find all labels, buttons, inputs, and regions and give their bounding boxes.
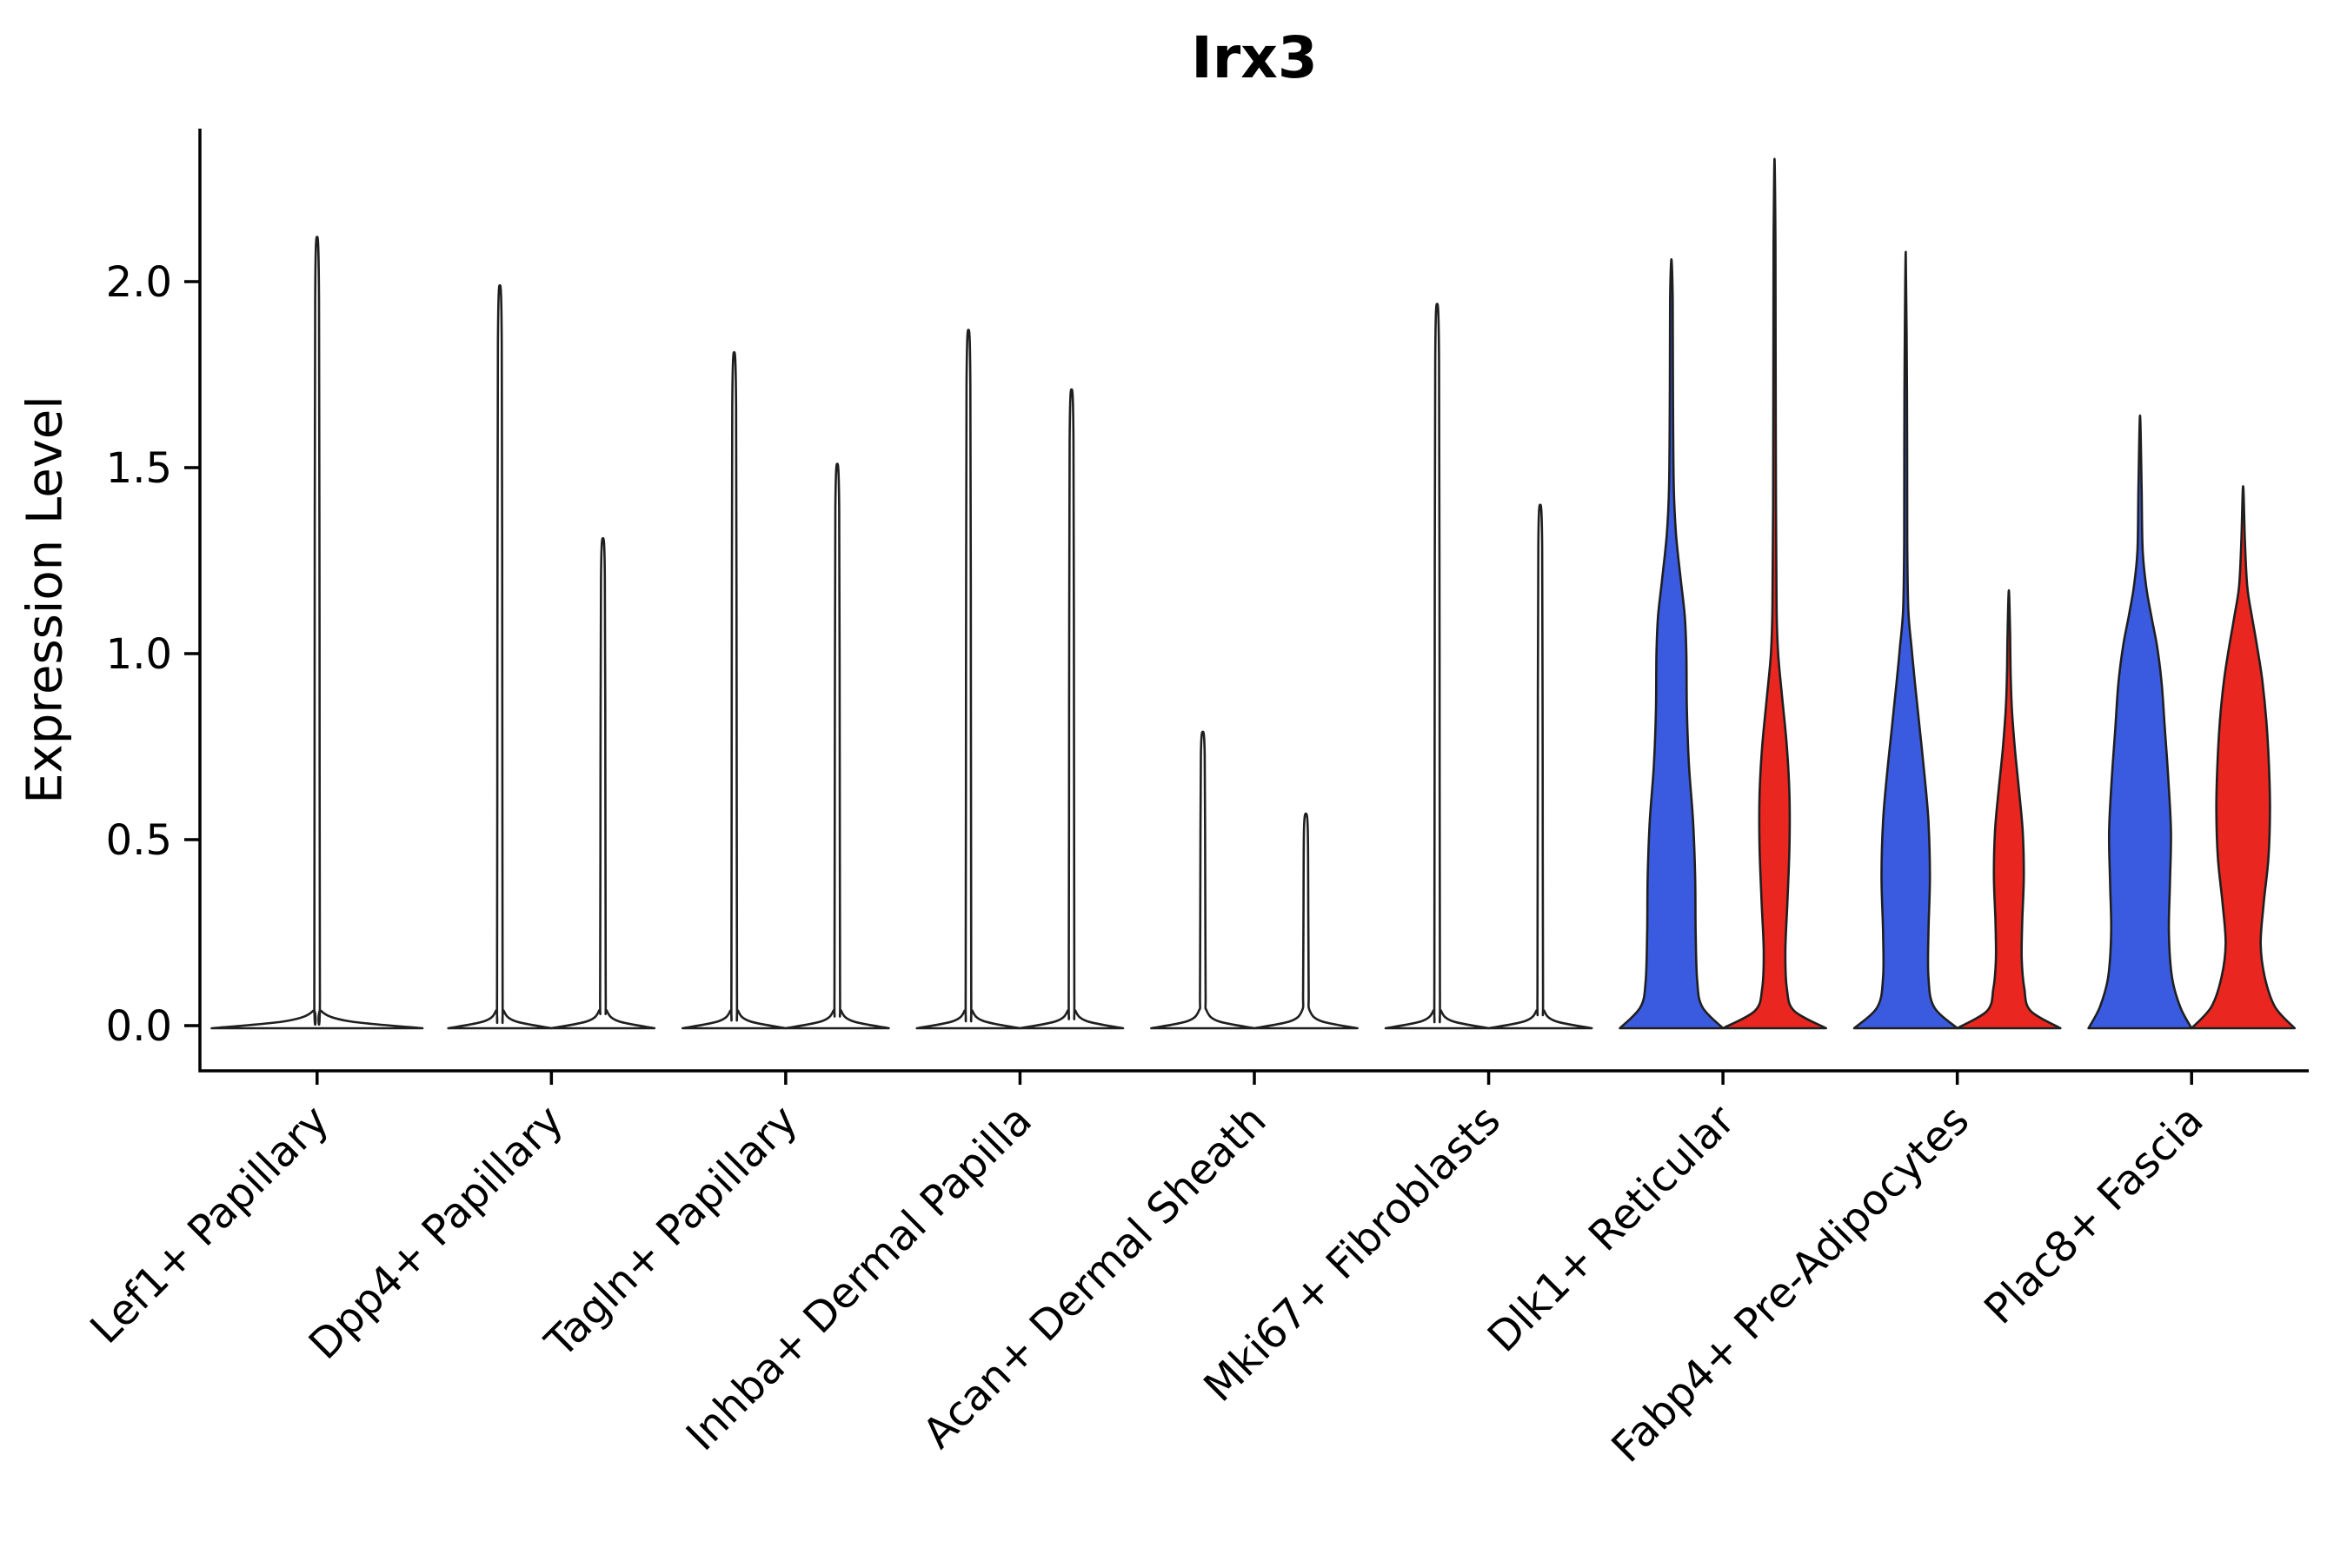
x-tick-label: Lef1+ Papillary (81, 1096, 338, 1353)
y-tick-label: 1.5 (106, 444, 172, 493)
violin-group-red-2 (784, 462, 890, 1030)
axes-spines (198, 129, 2309, 1073)
violin-group-blue-7 (1852, 250, 1958, 1030)
violin-group-red-5 (1487, 503, 1593, 1030)
y-tick-label: 0.5 (106, 816, 172, 865)
violin-group-red-4 (1253, 812, 1359, 1030)
violin-single-0 (210, 236, 424, 1030)
violin-group-blue-2 (681, 350, 788, 1030)
violin-group-blue-8 (2087, 414, 2193, 1030)
violin-group-blue-1 (447, 283, 553, 1030)
y-tick-label: 0.0 (106, 1002, 172, 1051)
violin-group-blue-5 (1384, 302, 1490, 1030)
x-tick-label: Plac8+ Fascia (1975, 1096, 2213, 1334)
y-tick-label: 2.0 (106, 258, 172, 307)
violin-group-red-6 (1721, 157, 1827, 1030)
chart-title: Irx3 (1191, 24, 1318, 91)
violin-group-red-1 (550, 536, 656, 1030)
violin-group-blue-3 (915, 329, 1021, 1030)
y-axis-label: Expression Level (17, 395, 74, 804)
violin-group-blue-4 (1150, 730, 1256, 1030)
x-tick-label: Tagln+ Papillary (535, 1096, 807, 1367)
y-tick-label: 1.0 (106, 630, 172, 679)
violin-group-red-3 (1019, 388, 1125, 1030)
x-tick-label: Dpp4+ Papillary (300, 1096, 573, 1369)
x-tick-label: Dlk1+ Reticular (1479, 1096, 1745, 1362)
violin-group-red-7 (1956, 588, 2062, 1030)
violin-group-blue-6 (1619, 258, 1725, 1030)
violin-group-red-8 (2190, 485, 2297, 1030)
